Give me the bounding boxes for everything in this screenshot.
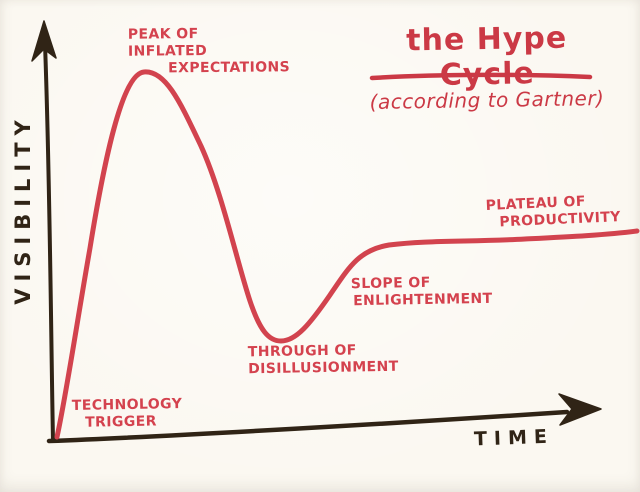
stage-line: TECHNOLOGY bbox=[71, 396, 183, 414]
x-axis-arrow-icon bbox=[558, 393, 602, 426]
stage-label-technology-trigger: TECHNOLOGY TRIGGER bbox=[72, 396, 183, 432]
stage-label-trough-of-disillusionment: THROUGH OF DISILLUSIONMENT bbox=[248, 342, 399, 378]
stage-label-peak-of-inflated-expectations: PEAK OF INFLATED EXPECTATIONS bbox=[128, 25, 290, 77]
chart-title: the Hype Cycle bbox=[405, 20, 568, 93]
x-axis-line bbox=[46, 409, 570, 444]
y-axis-arrow-icon bbox=[31, 20, 57, 62]
stage-line: TRIGGER bbox=[85, 413, 157, 431]
hype-curve bbox=[54, 69, 640, 440]
stage-line: DISILLUSIONMENT bbox=[248, 358, 399, 378]
title-underline bbox=[369, 72, 593, 81]
y-axis-line bbox=[43, 42, 55, 443]
chart-subtitle: (according to Gartner) bbox=[369, 85, 605, 115]
stage-line: ENLIGHTENMENT bbox=[353, 290, 493, 309]
y-axis-label: VISIBILITY bbox=[11, 113, 35, 305]
stage-line: PEAK OF bbox=[127, 26, 199, 43]
stage-label-plateau-of-productivity: PLATEAU OF PRODUCTIVITY bbox=[485, 192, 621, 231]
stage-line: EXPECTATIONS bbox=[168, 58, 291, 76]
x-axis-label: TIME bbox=[473, 425, 555, 451]
stage-label-slope-of-enlightenment: SLOPE OF ENLIGHTENMENT bbox=[351, 274, 493, 310]
stage-line: INFLATED bbox=[127, 42, 208, 60]
